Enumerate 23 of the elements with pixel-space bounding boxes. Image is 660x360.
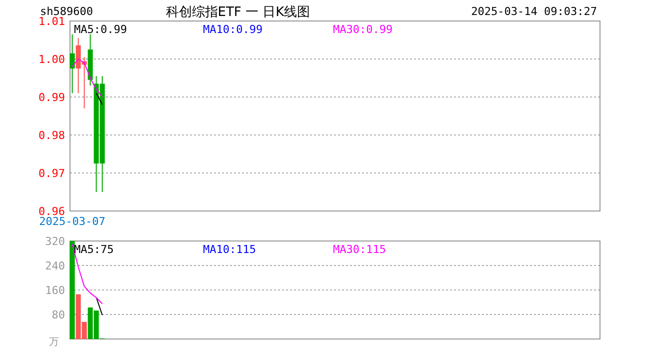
text: sh589600: [40, 5, 93, 18]
text: MA30:0.99: [333, 23, 393, 36]
y-tick-label: 320: [45, 235, 65, 248]
y-tick-label: 240: [45, 260, 65, 272]
y-axis-title: 万: [49, 337, 59, 348]
y-tick-label: 0.99: [38, 91, 65, 104]
y-tick-label: 160: [45, 284, 65, 297]
y-tick-label: 80: [52, 308, 65, 322]
legend-label: MA10:115: [203, 243, 256, 256]
text: 科创综指ETF 一 日K线图: [166, 5, 310, 20]
legend-label: MA10:0.99: [203, 23, 263, 36]
x-tick-label: 2025-03-07: [39, 215, 106, 228]
y-tick-label: 0.96: [38, 205, 65, 218]
y-tick-label: 0.97: [38, 167, 65, 180]
y-tick-label: 1.00: [38, 53, 65, 66]
y-tick-label: 0.98: [38, 129, 65, 142]
text: MA5:75: [74, 243, 114, 256]
text: MA5:0.99: [74, 23, 127, 36]
candlestick: [70, 34, 75, 94]
text: 2025-03-14 09:03:27: [471, 5, 597, 18]
text: MA30:115: [333, 243, 386, 256]
y-tick-label: 1.01: [38, 15, 65, 28]
bar: [70, 241, 75, 339]
